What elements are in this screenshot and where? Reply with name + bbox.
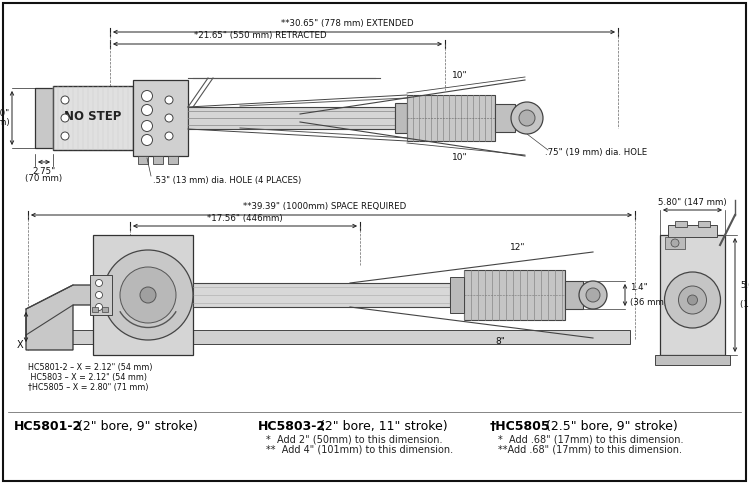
Text: .75" (19 mm) dia. HOLE: .75" (19 mm) dia. HOLE bbox=[545, 148, 647, 157]
Circle shape bbox=[96, 279, 103, 287]
Bar bbox=[168, 156, 178, 164]
Text: †HC5805: †HC5805 bbox=[490, 420, 551, 433]
Text: (2" bore, 11" stroke): (2" bore, 11" stroke) bbox=[316, 420, 448, 433]
Text: 12": 12" bbox=[510, 243, 526, 253]
Circle shape bbox=[103, 250, 193, 340]
Polygon shape bbox=[26, 285, 93, 350]
Text: **Add .68" (17mm) to this dimension.: **Add .68" (17mm) to this dimension. bbox=[498, 445, 682, 455]
Circle shape bbox=[142, 91, 153, 102]
Circle shape bbox=[519, 110, 535, 126]
Bar bbox=[665, 237, 685, 249]
Circle shape bbox=[165, 132, 173, 140]
Circle shape bbox=[511, 102, 543, 134]
Bar bbox=[464, 270, 565, 320]
Text: †HC5805 – X = 2.80" (71 mm): †HC5805 – X = 2.80" (71 mm) bbox=[28, 383, 148, 392]
Circle shape bbox=[96, 303, 103, 311]
Circle shape bbox=[142, 105, 153, 116]
Bar bbox=[407, 95, 495, 141]
Text: (2.5" bore, 9" stroke): (2.5" bore, 9" stroke) bbox=[542, 420, 678, 433]
Bar bbox=[90, 275, 112, 315]
Circle shape bbox=[679, 286, 706, 314]
Circle shape bbox=[165, 96, 173, 104]
Text: 1.4": 1.4" bbox=[630, 283, 648, 292]
Text: (142 mm): (142 mm) bbox=[740, 300, 749, 309]
Bar bbox=[565, 281, 583, 309]
Bar bbox=[35, 88, 53, 148]
Circle shape bbox=[120, 267, 176, 323]
Bar bbox=[655, 355, 730, 365]
Circle shape bbox=[688, 295, 697, 305]
Circle shape bbox=[586, 288, 600, 302]
Text: (114 mm): (114 mm) bbox=[0, 119, 10, 127]
Text: X: X bbox=[16, 340, 23, 350]
Bar bbox=[26, 330, 630, 344]
Circle shape bbox=[96, 291, 103, 299]
Circle shape bbox=[579, 281, 607, 309]
Text: 10": 10" bbox=[452, 71, 468, 79]
Text: 2.75": 2.75" bbox=[32, 166, 55, 176]
Text: HC5801-2 – X = 2.12" (54 mm): HC5801-2 – X = 2.12" (54 mm) bbox=[28, 363, 153, 372]
Circle shape bbox=[142, 135, 153, 146]
Bar bbox=[138, 156, 148, 164]
Text: (2" bore, 9" stroke): (2" bore, 9" stroke) bbox=[74, 420, 198, 433]
Circle shape bbox=[142, 121, 153, 132]
Text: 5.62": 5.62" bbox=[740, 281, 749, 290]
Circle shape bbox=[61, 132, 69, 140]
Bar bbox=[188, 107, 395, 129]
Circle shape bbox=[165, 114, 173, 122]
Bar bbox=[153, 156, 163, 164]
Bar bbox=[102, 307, 108, 312]
Text: *  Add 2" (50mm) to this dimension.: * Add 2" (50mm) to this dimension. bbox=[266, 434, 443, 444]
Bar bbox=[675, 221, 687, 227]
Text: HC5803 – X = 2.12" (54 mm): HC5803 – X = 2.12" (54 mm) bbox=[28, 373, 147, 382]
Bar bbox=[92, 307, 98, 312]
Bar bbox=[450, 277, 464, 313]
Text: .53" (13 mm) dia. HOLE (4 PLACES): .53" (13 mm) dia. HOLE (4 PLACES) bbox=[153, 176, 301, 185]
Text: **  Add 4" (101mm) to this dimension.: ** Add 4" (101mm) to this dimension. bbox=[266, 445, 453, 455]
Bar bbox=[660, 235, 725, 355]
Circle shape bbox=[61, 96, 69, 104]
Text: 8": 8" bbox=[495, 337, 505, 347]
Bar bbox=[668, 225, 717, 237]
Text: HC5803-2: HC5803-2 bbox=[258, 420, 326, 433]
Text: 10": 10" bbox=[452, 152, 468, 162]
Bar bbox=[133, 80, 188, 156]
Text: *17.56" (446mm): *17.56" (446mm) bbox=[207, 214, 283, 223]
Circle shape bbox=[664, 272, 721, 328]
Text: HC5801-2: HC5801-2 bbox=[14, 420, 82, 433]
Text: 4.50": 4.50" bbox=[0, 108, 10, 118]
Circle shape bbox=[671, 239, 679, 247]
Bar bbox=[395, 103, 407, 133]
Circle shape bbox=[140, 287, 156, 303]
Text: *21.65" (550 mm) RETRACTED: *21.65" (550 mm) RETRACTED bbox=[194, 31, 327, 40]
Bar bbox=[495, 104, 515, 132]
Text: (36 mm): (36 mm) bbox=[630, 298, 667, 307]
Text: **39.39" (1000mm) SPACE REQUIRED: **39.39" (1000mm) SPACE REQUIRED bbox=[243, 202, 407, 211]
Text: NO STEP: NO STEP bbox=[64, 109, 121, 122]
Bar bbox=[698, 221, 710, 227]
Text: **30.65" (778 mm) EXTENDED: **30.65" (778 mm) EXTENDED bbox=[281, 19, 413, 28]
Text: (70 mm): (70 mm) bbox=[25, 175, 63, 183]
Bar bbox=[53, 86, 133, 150]
Text: *  Add .68" (17mm) to this dimension.: * Add .68" (17mm) to this dimension. bbox=[498, 434, 684, 444]
Text: 5.80" (147 mm): 5.80" (147 mm) bbox=[658, 198, 727, 207]
Circle shape bbox=[61, 114, 69, 122]
Bar bbox=[513, 112, 529, 124]
Bar bbox=[93, 235, 193, 355]
Bar bbox=[193, 283, 450, 307]
